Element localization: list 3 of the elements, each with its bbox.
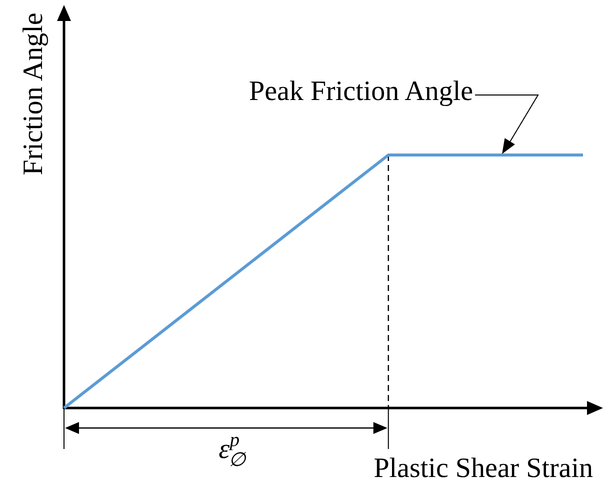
text: Peak Friction Angle (249, 76, 474, 107)
x-axis-title: Plastic Shear Strain (374, 453, 593, 484)
y-axis-title: Friction Angle (18, 12, 49, 176)
